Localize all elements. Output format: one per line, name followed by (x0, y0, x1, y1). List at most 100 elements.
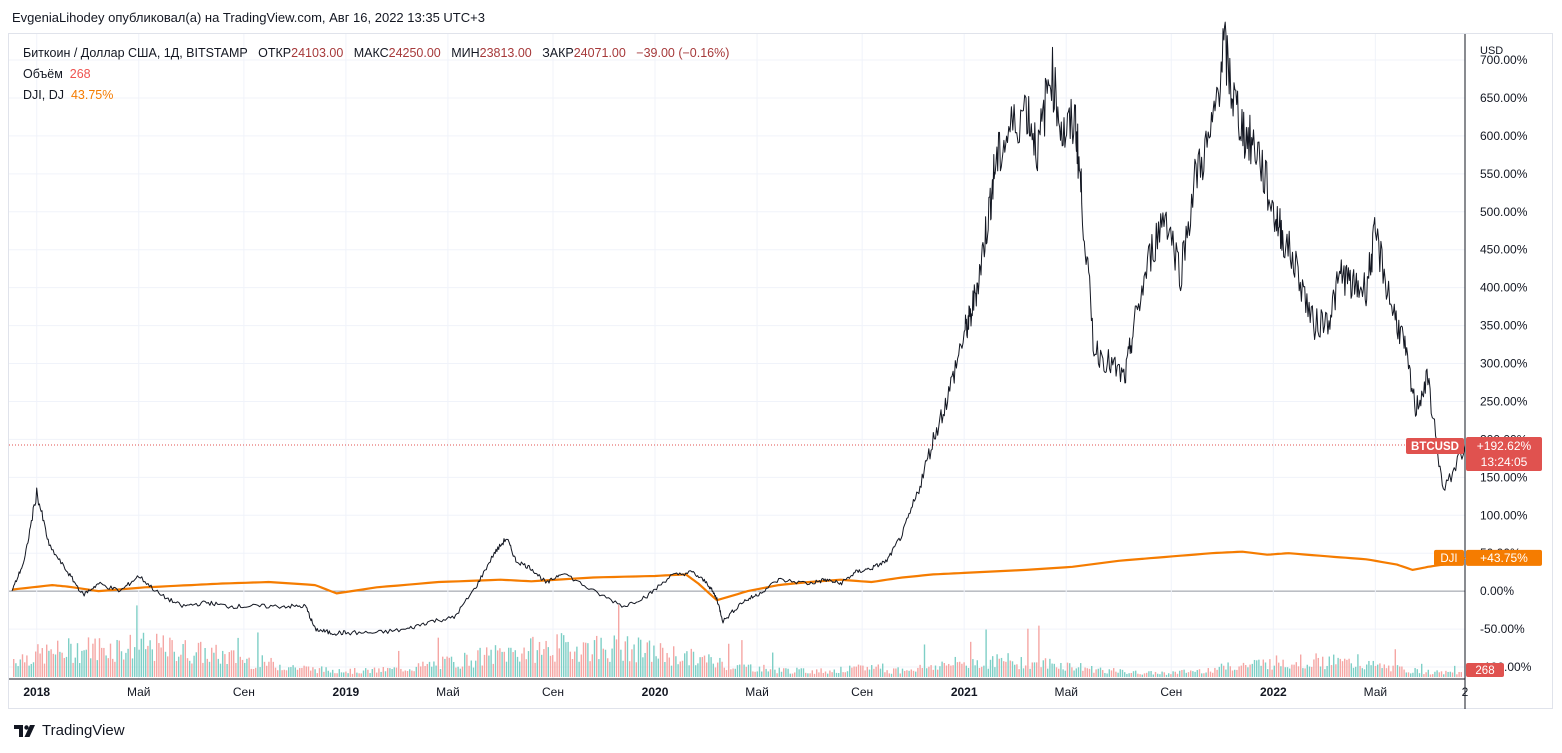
volume-bar (24, 662, 26, 677)
volume-bar (926, 668, 928, 677)
volume-bar (1143, 673, 1146, 677)
x-tick-label: 2022 (1260, 685, 1287, 699)
volume-bar (948, 663, 950, 677)
volume-bar (1280, 666, 1282, 677)
volume-bar (1273, 665, 1275, 677)
volume-bar (855, 666, 857, 677)
volume-bar (250, 668, 252, 677)
volume-bar (457, 666, 459, 677)
volume-bar (369, 673, 371, 677)
volume-bar (530, 638, 532, 677)
volume-bar (690, 648, 692, 677)
y-tick-label: 250.00% (1480, 394, 1528, 408)
volume-bar (1410, 673, 1412, 677)
volume-bar (1234, 669, 1236, 677)
volume-bar (1399, 666, 1401, 677)
volume-bar (1009, 660, 1011, 677)
volume-bar (48, 650, 50, 677)
volume-bar (580, 654, 582, 677)
volume-bar (1344, 658, 1346, 677)
volume-bar (1051, 663, 1053, 677)
volume-bar (446, 656, 448, 677)
x-tick-label: Май (436, 685, 460, 699)
volume-bar (1348, 658, 1350, 677)
volume-bar (37, 644, 39, 677)
volume-bar (404, 670, 406, 677)
volume-bar (890, 673, 893, 677)
volume-bar (1291, 664, 1293, 677)
volume-bar (1258, 659, 1260, 677)
volume-bar (750, 664, 752, 677)
volume-bar (983, 665, 985, 677)
volume-bar (13, 659, 15, 677)
volume-bar (68, 638, 70, 677)
volume-bar (631, 649, 633, 677)
volume-bar (1033, 662, 1036, 677)
volume-bar (646, 642, 648, 677)
volume-bar (296, 669, 299, 677)
volume-bar (129, 634, 131, 677)
volume-bar (1139, 674, 1141, 677)
volume-bar (1097, 668, 1099, 677)
volume-bar (1416, 669, 1418, 677)
volume-bar (1445, 670, 1447, 677)
volume-bar (1040, 667, 1042, 677)
volume-bar (1042, 660, 1044, 677)
volume-bar (112, 658, 114, 677)
volume-bar (32, 662, 35, 677)
legend-volume-value: 268 (69, 67, 91, 81)
footer-brand[interactable]: TradingView (42, 722, 125, 739)
volume-bar (754, 671, 756, 677)
volume-bar (1335, 664, 1337, 677)
volume-bar (519, 661, 521, 677)
volume-bar (1044, 658, 1047, 677)
volume-bar (534, 662, 536, 677)
volume-bar (1247, 667, 1249, 677)
volume-bar (1418, 673, 1421, 677)
volume-bar (875, 666, 877, 677)
volume-bar (340, 672, 343, 677)
volume-bar (1392, 665, 1394, 677)
volume-bar (543, 649, 545, 677)
volume-bar (439, 669, 442, 677)
volume-bar (189, 660, 191, 677)
volume-bar (378, 668, 380, 677)
volume-bar (94, 638, 96, 677)
legend-change: −39.00 (−0.16%) (636, 46, 730, 60)
volume-bar (730, 669, 732, 677)
volume-bar (398, 650, 400, 677)
volume-bar (853, 666, 855, 677)
volume-bar (712, 663, 714, 677)
volume-bar (904, 670, 906, 677)
volume-bar (1058, 668, 1060, 677)
volume-value-badge (1466, 663, 1504, 677)
volume-bar (901, 668, 904, 677)
volume-bar (325, 667, 327, 677)
volume-bar (461, 666, 464, 677)
volume-bar (1179, 670, 1181, 677)
volume-bar (884, 672, 886, 677)
volume-bar (63, 657, 65, 677)
volume-bar (1082, 670, 1084, 677)
volume-bar (120, 651, 123, 677)
volume-bar (354, 668, 356, 677)
legend-main: Биткоин / Доллар США, 1Д, BITSTAMP ОТКР2… (23, 46, 729, 60)
volume-bar (822, 672, 824, 677)
volume-bar (1005, 661, 1007, 677)
volume-bar (1227, 662, 1229, 677)
volume-bar (860, 665, 862, 677)
volume-bar (943, 662, 945, 677)
volume-bar (1137, 673, 1139, 677)
volume-bar (1212, 672, 1214, 677)
volume-bar (1220, 663, 1223, 677)
volume-bar (1449, 671, 1451, 677)
x-tick-label: 2019 (333, 685, 360, 699)
legend-dji-value: 43.75% (70, 88, 114, 102)
volume-bar (1311, 666, 1313, 677)
volume-bar (1201, 673, 1203, 677)
volume-bar (527, 651, 530, 677)
y-tick-label: 350.00% (1480, 319, 1528, 333)
legend-close: 24071.00 (573, 46, 626, 60)
volume-bar (952, 665, 954, 677)
